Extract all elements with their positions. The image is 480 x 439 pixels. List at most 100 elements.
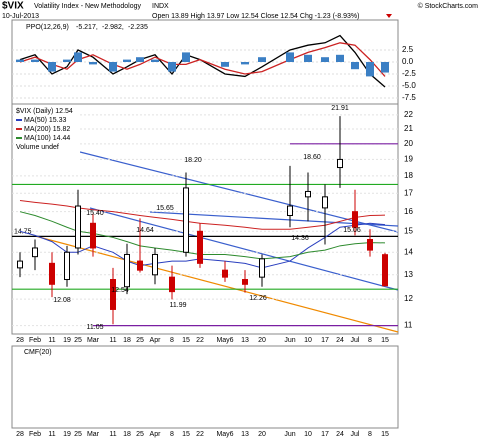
y-tick-label: 13 (404, 270, 413, 279)
x-tick-label: 15 (182, 337, 190, 344)
x-tick-label: Jun (284, 431, 295, 438)
trendline (79, 151, 399, 233)
x-tick-label: 11 (109, 337, 116, 344)
x-tick-label: 20 (258, 337, 266, 344)
price-annotation: 11.99 (170, 302, 187, 309)
histogram-bar (63, 59, 71, 62)
x-tick-label: 15 (381, 337, 389, 344)
x-tick-label: Apr (150, 337, 162, 344)
x-tick-label: 19 (63, 337, 71, 344)
x-tick-label: 24 (336, 337, 344, 344)
date: 10-Jul-2013 (2, 13, 39, 20)
price-annotation: 15.06 (343, 227, 361, 234)
ppo-legend: PPO(12,26,9) (26, 24, 69, 31)
y-tick-label: 12 (404, 294, 413, 303)
down-arrow (386, 14, 392, 18)
y-tick-label: 0.0 (402, 57, 414, 66)
ppo-legend-value: -2.235 (128, 24, 148, 31)
x-tick-label: 13 (241, 337, 249, 344)
ppo-legend-value: -2.982, (102, 24, 124, 31)
x-tick-label: Feb (29, 431, 41, 438)
x-tick-label: 10 (304, 337, 312, 344)
x-tick-label: 17 (321, 337, 329, 344)
y-tick-label: 2.5 (402, 45, 414, 54)
symbol: $VIX (2, 1, 24, 12)
candle-body (222, 269, 228, 278)
candle-body (90, 222, 96, 249)
candle-body (337, 158, 343, 169)
histogram-bar (16, 59, 24, 62)
histogram-bar (89, 62, 97, 65)
price-annotation: 12.08 (53, 297, 71, 304)
y-tick-label: 14 (404, 247, 413, 256)
price-annotation: 15.65 (156, 205, 174, 212)
y-tick-label: -7.5 (402, 93, 416, 102)
candle-body (124, 253, 130, 288)
candle-body (152, 253, 158, 276)
legend-label: MA(50) 15.33 (24, 117, 67, 124)
x-tick-label: 8 (170, 431, 174, 438)
legend-label: MA(200) 15.82 (24, 126, 70, 133)
histogram-bar (241, 62, 249, 65)
x-tick-label: 18 (123, 431, 131, 438)
y-tick-label: 15 (404, 226, 413, 235)
x-tick-label: 11 (109, 431, 116, 438)
y-tick-label: 22 (404, 110, 413, 119)
candle-body (49, 262, 55, 285)
y-tick-label: 18 (404, 171, 413, 180)
candle-body (137, 260, 143, 271)
x-tick-label: Jul (351, 337, 360, 344)
price-annotation: 18.60 (303, 154, 321, 161)
price-annotation: 15.40 (86, 210, 104, 217)
price-annotation: 12.54 (111, 287, 129, 294)
candle-body (17, 260, 23, 269)
price-annotation: 21.91 (331, 105, 349, 112)
price-frame (11, 103, 399, 335)
y-tick-label: 19 (404, 155, 413, 164)
histogram-bar (123, 59, 131, 62)
candle-body (169, 276, 175, 293)
x-tick-label: 22 (196, 431, 204, 438)
candle-body (110, 279, 116, 310)
x-tick-label: 25 (136, 337, 144, 344)
y-tick-label: -5.0 (402, 81, 416, 90)
exchange: INDX (152, 3, 169, 10)
candle-body (305, 190, 311, 198)
x-tick-label: 11 (48, 337, 55, 344)
x-tick-label: 15 (182, 431, 190, 438)
histogram-bar (182, 52, 190, 62)
y-tick-label: 20 (404, 139, 413, 148)
histogram-bar (151, 59, 159, 62)
candle-body (352, 211, 358, 228)
x-tick-label: 28 (16, 337, 24, 344)
price-annotation: 18.20 (184, 157, 202, 164)
histogram-bar (258, 57, 266, 62)
histogram-bar (221, 62, 229, 67)
candle-body (259, 258, 265, 278)
legend-box (14, 22, 164, 31)
x-tick-label: 8 (368, 431, 372, 438)
histogram-bar (74, 52, 82, 62)
histogram-bar (336, 54, 344, 62)
x-tick-label: 8 (368, 337, 372, 344)
y-tick-label: 17 (404, 188, 413, 197)
candle-body (64, 251, 70, 281)
ppo-line (19, 42, 386, 77)
x-tick-label: Feb (29, 337, 41, 344)
moving-average (19, 222, 386, 269)
x-tick-label: Jun (284, 337, 295, 344)
x-tick-label: 13 (241, 431, 249, 438)
legend-box (14, 106, 80, 162)
x-tick-label: 25 (74, 431, 82, 438)
trendline (89, 207, 399, 291)
x-tick-label: 15 (381, 431, 389, 438)
cmf-frame (11, 345, 399, 429)
candle-body (183, 187, 189, 253)
trendline (34, 235, 399, 333)
price-annotation: 11.05 (87, 324, 104, 331)
candle-body (242, 279, 248, 285)
credit: © StockCharts.com (418, 2, 479, 10)
x-tick-label: 20 (258, 431, 266, 438)
ppo-legend-value: -5.217, (76, 24, 98, 31)
y-tick-label: 11 (404, 321, 413, 330)
